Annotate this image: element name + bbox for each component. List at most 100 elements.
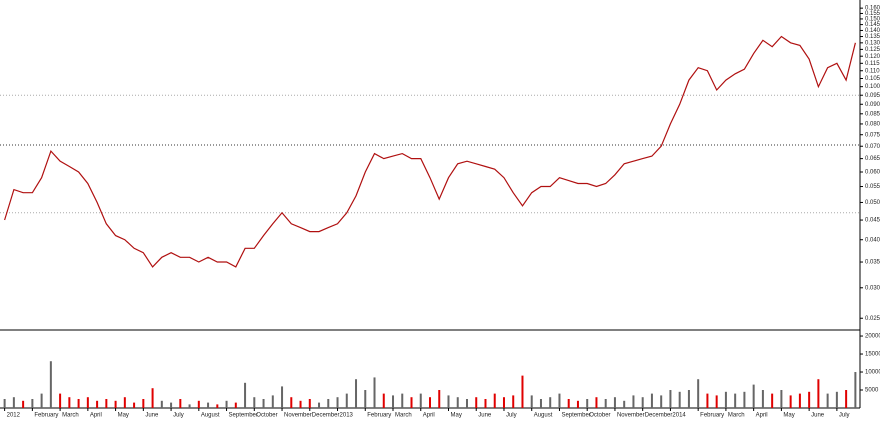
volume-bar bbox=[281, 386, 284, 408]
volume-bar bbox=[188, 404, 191, 408]
volume-bar bbox=[123, 397, 126, 408]
x-tick-label: May bbox=[118, 413, 129, 419]
y-tick-label: 0.120 bbox=[865, 54, 880, 60]
volume-bar bbox=[743, 391, 746, 408]
volume-bar bbox=[96, 400, 99, 408]
volume-bar bbox=[558, 393, 561, 408]
volume-bar bbox=[429, 397, 431, 408]
volume-bar bbox=[845, 390, 848, 408]
volume-bar bbox=[207, 402, 210, 408]
volume-bar bbox=[86, 397, 89, 408]
volume-bar bbox=[216, 404, 219, 408]
volume-bar bbox=[234, 402, 237, 408]
y-tick-label: 0.155 bbox=[865, 11, 880, 17]
x-tick-label: June bbox=[478, 413, 492, 419]
volume-tick-label: 5000 bbox=[865, 388, 879, 394]
y-tick-label: 0.035 bbox=[865, 260, 880, 266]
volume-bar bbox=[290, 397, 293, 408]
volume-bar bbox=[345, 393, 348, 408]
y-tick-label: 0.070 bbox=[865, 144, 880, 150]
volume-bar bbox=[771, 393, 774, 408]
x-tick-label: October bbox=[256, 413, 277, 419]
volume-bar bbox=[734, 393, 737, 408]
volume-bar bbox=[22, 400, 25, 408]
volume-bar bbox=[586, 399, 589, 408]
volume-bar bbox=[521, 375, 524, 408]
y-tick-label: 0.130 bbox=[865, 40, 880, 46]
volume-bar bbox=[613, 397, 616, 408]
volume-bar bbox=[3, 399, 6, 408]
x-tick-label: February bbox=[367, 413, 391, 419]
volume-bar bbox=[308, 399, 311, 408]
x-tick-label: May bbox=[783, 413, 794, 419]
volume-bar bbox=[401, 393, 404, 408]
volume-bar bbox=[392, 395, 395, 408]
volume-bar bbox=[151, 388, 154, 408]
volume-bar bbox=[502, 397, 505, 408]
y-tick-label: 0.135 bbox=[865, 34, 880, 40]
volume-bar bbox=[530, 395, 533, 408]
volume-bar bbox=[604, 399, 607, 408]
volume-bar bbox=[160, 400, 163, 408]
volume-bar bbox=[197, 400, 200, 408]
volume-bar bbox=[447, 395, 450, 408]
volume-bar bbox=[660, 395, 663, 408]
volume-bar bbox=[364, 390, 367, 408]
volume-bar bbox=[142, 399, 145, 408]
volume-bar bbox=[299, 400, 302, 408]
volume-bar bbox=[669, 390, 672, 408]
x-tick-label: April bbox=[423, 413, 435, 419]
y-tick-label: 0.050 bbox=[865, 200, 880, 206]
volume-bar bbox=[567, 399, 570, 408]
volume-bar bbox=[697, 379, 700, 408]
volume-bar bbox=[105, 399, 108, 408]
volume-bar bbox=[12, 397, 15, 408]
y-tick-label: 0.095 bbox=[865, 93, 880, 99]
y-tick-label: 0.080 bbox=[865, 122, 880, 128]
volume-bar bbox=[789, 395, 792, 408]
x-tick-label: February bbox=[34, 413, 58, 419]
volume-bar bbox=[225, 400, 228, 408]
volume-bar bbox=[576, 400, 579, 408]
volume-bar bbox=[49, 361, 52, 408]
volume-bar bbox=[512, 395, 515, 408]
y-tick-label: 0.075 bbox=[865, 132, 880, 138]
volume-bar bbox=[493, 393, 496, 408]
y-tick-label: 0.065 bbox=[865, 156, 880, 162]
volume-bar bbox=[623, 400, 626, 408]
volume-bar bbox=[706, 393, 709, 408]
x-tick-label: September bbox=[229, 413, 258, 419]
y-tick-label: 0.150 bbox=[865, 17, 880, 23]
volume-tick-label: 10000 bbox=[865, 370, 880, 376]
volume-bar bbox=[114, 400, 117, 408]
volume-bar bbox=[678, 391, 681, 408]
x-tick-label: June bbox=[145, 413, 159, 419]
volume-bar bbox=[798, 393, 801, 408]
volume-bar bbox=[715, 395, 718, 408]
x-tick-label: October bbox=[589, 413, 610, 419]
y-tick-label: 0.140 bbox=[865, 28, 880, 34]
y-tick-label: 0.060 bbox=[865, 170, 880, 176]
x-tick-label: December bbox=[645, 413, 673, 419]
x-tick-label: 2014 bbox=[672, 413, 686, 419]
volume-bar bbox=[826, 393, 829, 408]
volume-bar bbox=[808, 391, 811, 408]
volume-tick-label: 20000 bbox=[865, 334, 880, 340]
volume-bar bbox=[133, 402, 136, 408]
volume-bar bbox=[752, 384, 755, 408]
volume-bar bbox=[465, 399, 468, 408]
volume-bar bbox=[475, 397, 478, 408]
x-tick-label: August bbox=[201, 413, 220, 419]
y-tick-label: 0.025 bbox=[865, 316, 880, 322]
y-tick-label: 0.055 bbox=[865, 184, 880, 190]
x-tick-label: July bbox=[839, 413, 850, 419]
volume-bar bbox=[854, 372, 857, 408]
x-tick-label: February bbox=[700, 413, 724, 419]
volume-bar bbox=[244, 382, 247, 408]
volume-bar bbox=[327, 399, 330, 408]
x-tick-label: July bbox=[173, 413, 184, 419]
y-tick-label: 0.125 bbox=[865, 47, 880, 53]
volume-bar bbox=[31, 399, 34, 408]
volume-bar bbox=[761, 390, 764, 408]
